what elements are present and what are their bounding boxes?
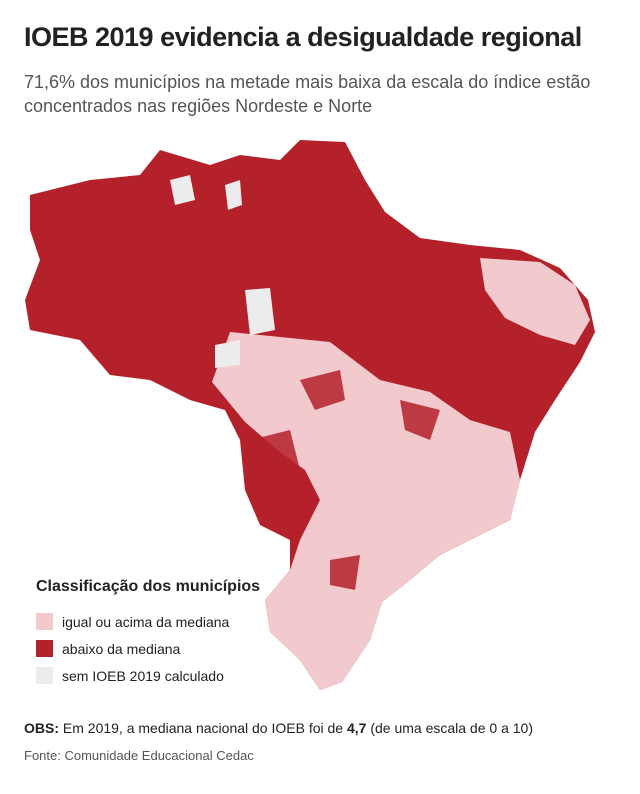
legend-item: sem IOEB 2019 calculado	[36, 662, 260, 689]
legend: Classificação dos municípios igual ou ac…	[36, 578, 260, 689]
map-no-data	[170, 175, 275, 368]
legend-item: abaixo da mediana	[36, 635, 260, 662]
note-value: 4,7	[346, 720, 367, 736]
note-text: Em 2019, a mediana nacional do IOEB foi …	[62, 720, 344, 736]
legend-label: abaixo da mediana	[62, 640, 181, 657]
title: IOEB 2019 evidencia a desigualdade regio…	[24, 22, 582, 52]
subtitle: 71,6% dos municípios na metade mais baix…	[24, 72, 591, 116]
legend-item: igual ou acima da mediana	[36, 608, 260, 635]
legend-swatch	[36, 613, 53, 630]
brazil-map	[25, 140, 595, 690]
note: OBS: Em 2019, a mediana nacional do IOEB…	[24, 720, 533, 736]
legend-label: igual ou acima da mediana	[62, 613, 230, 630]
legend-label: sem IOEB 2019 calculado	[62, 667, 224, 684]
legend-swatch	[36, 667, 53, 684]
legend-swatch	[36, 640, 53, 657]
map-below-median	[245, 370, 440, 590]
note-prefix: OBS:	[24, 720, 59, 736]
note-suffix: (de uma escala de 0 a 10)	[370, 720, 533, 736]
map-above-median	[212, 332, 520, 690]
source: Fonte: Comunidade Educacional Cedac	[24, 748, 254, 763]
legend-title: Classificação dos municípios	[36, 578, 261, 595]
map-above-median	[480, 258, 590, 345]
